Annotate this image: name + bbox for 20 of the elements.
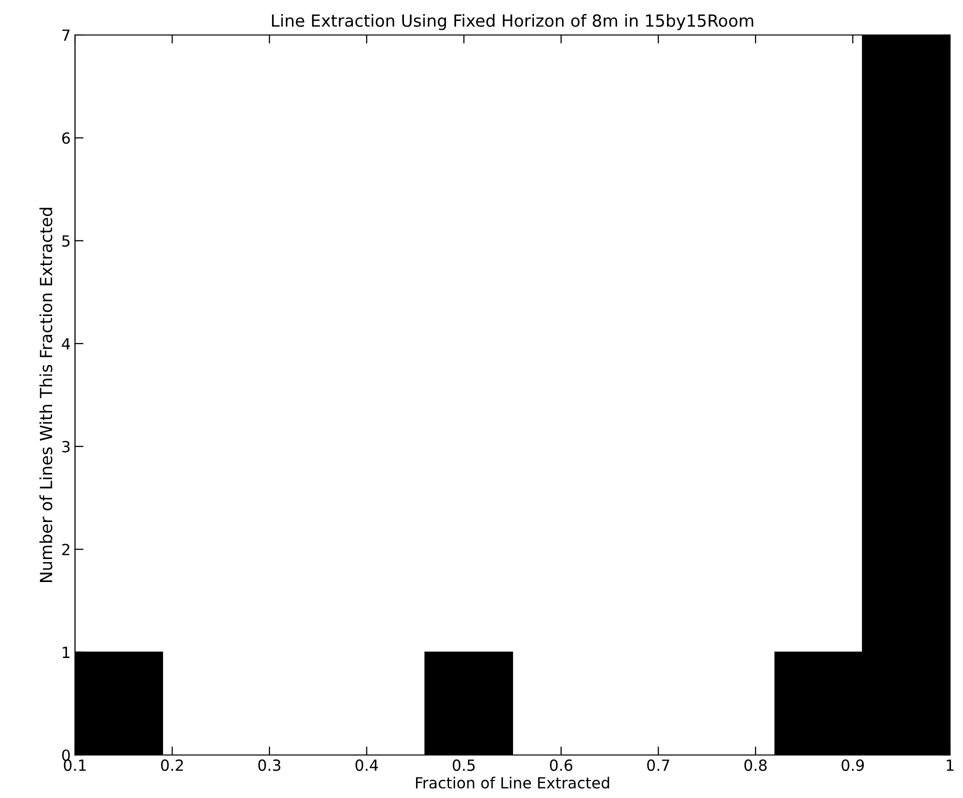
x-tick-label: 0.2 (161, 759, 183, 771)
x-tick-label: 0.1 (64, 759, 86, 771)
y-axis-title: Number of Lines With This Fraction Extracted (39, 208, 52, 582)
y-tick-label: 1 (62, 646, 70, 658)
x-tick-label: 0.6 (550, 759, 572, 771)
x-tick-label: 0.8 (744, 759, 767, 771)
y-tick-label: 3 (62, 440, 70, 452)
chart-title: Line Extraction Using Fixed Horizon of 8m in 15by15Room (272, 14, 754, 30)
x-tick-label: 0.5 (452, 759, 475, 771)
x-tick-label: 0.4 (356, 759, 378, 771)
y-tick-label: 4 (62, 338, 70, 350)
y-tick-label: 2 (62, 544, 70, 556)
x-tick-label: 0.9 (842, 759, 864, 771)
y-tick-label: 6 (62, 132, 70, 144)
y-tick-label: 5 (62, 235, 70, 247)
x-tick-label: 0.3 (258, 759, 280, 771)
x-tick-label: 0.7 (647, 759, 670, 771)
y-tick-label: 7 (62, 30, 70, 41)
x-axis-title: Fraction of Line Extracted (416, 776, 610, 789)
x-tick-label: 1 (946, 760, 954, 771)
